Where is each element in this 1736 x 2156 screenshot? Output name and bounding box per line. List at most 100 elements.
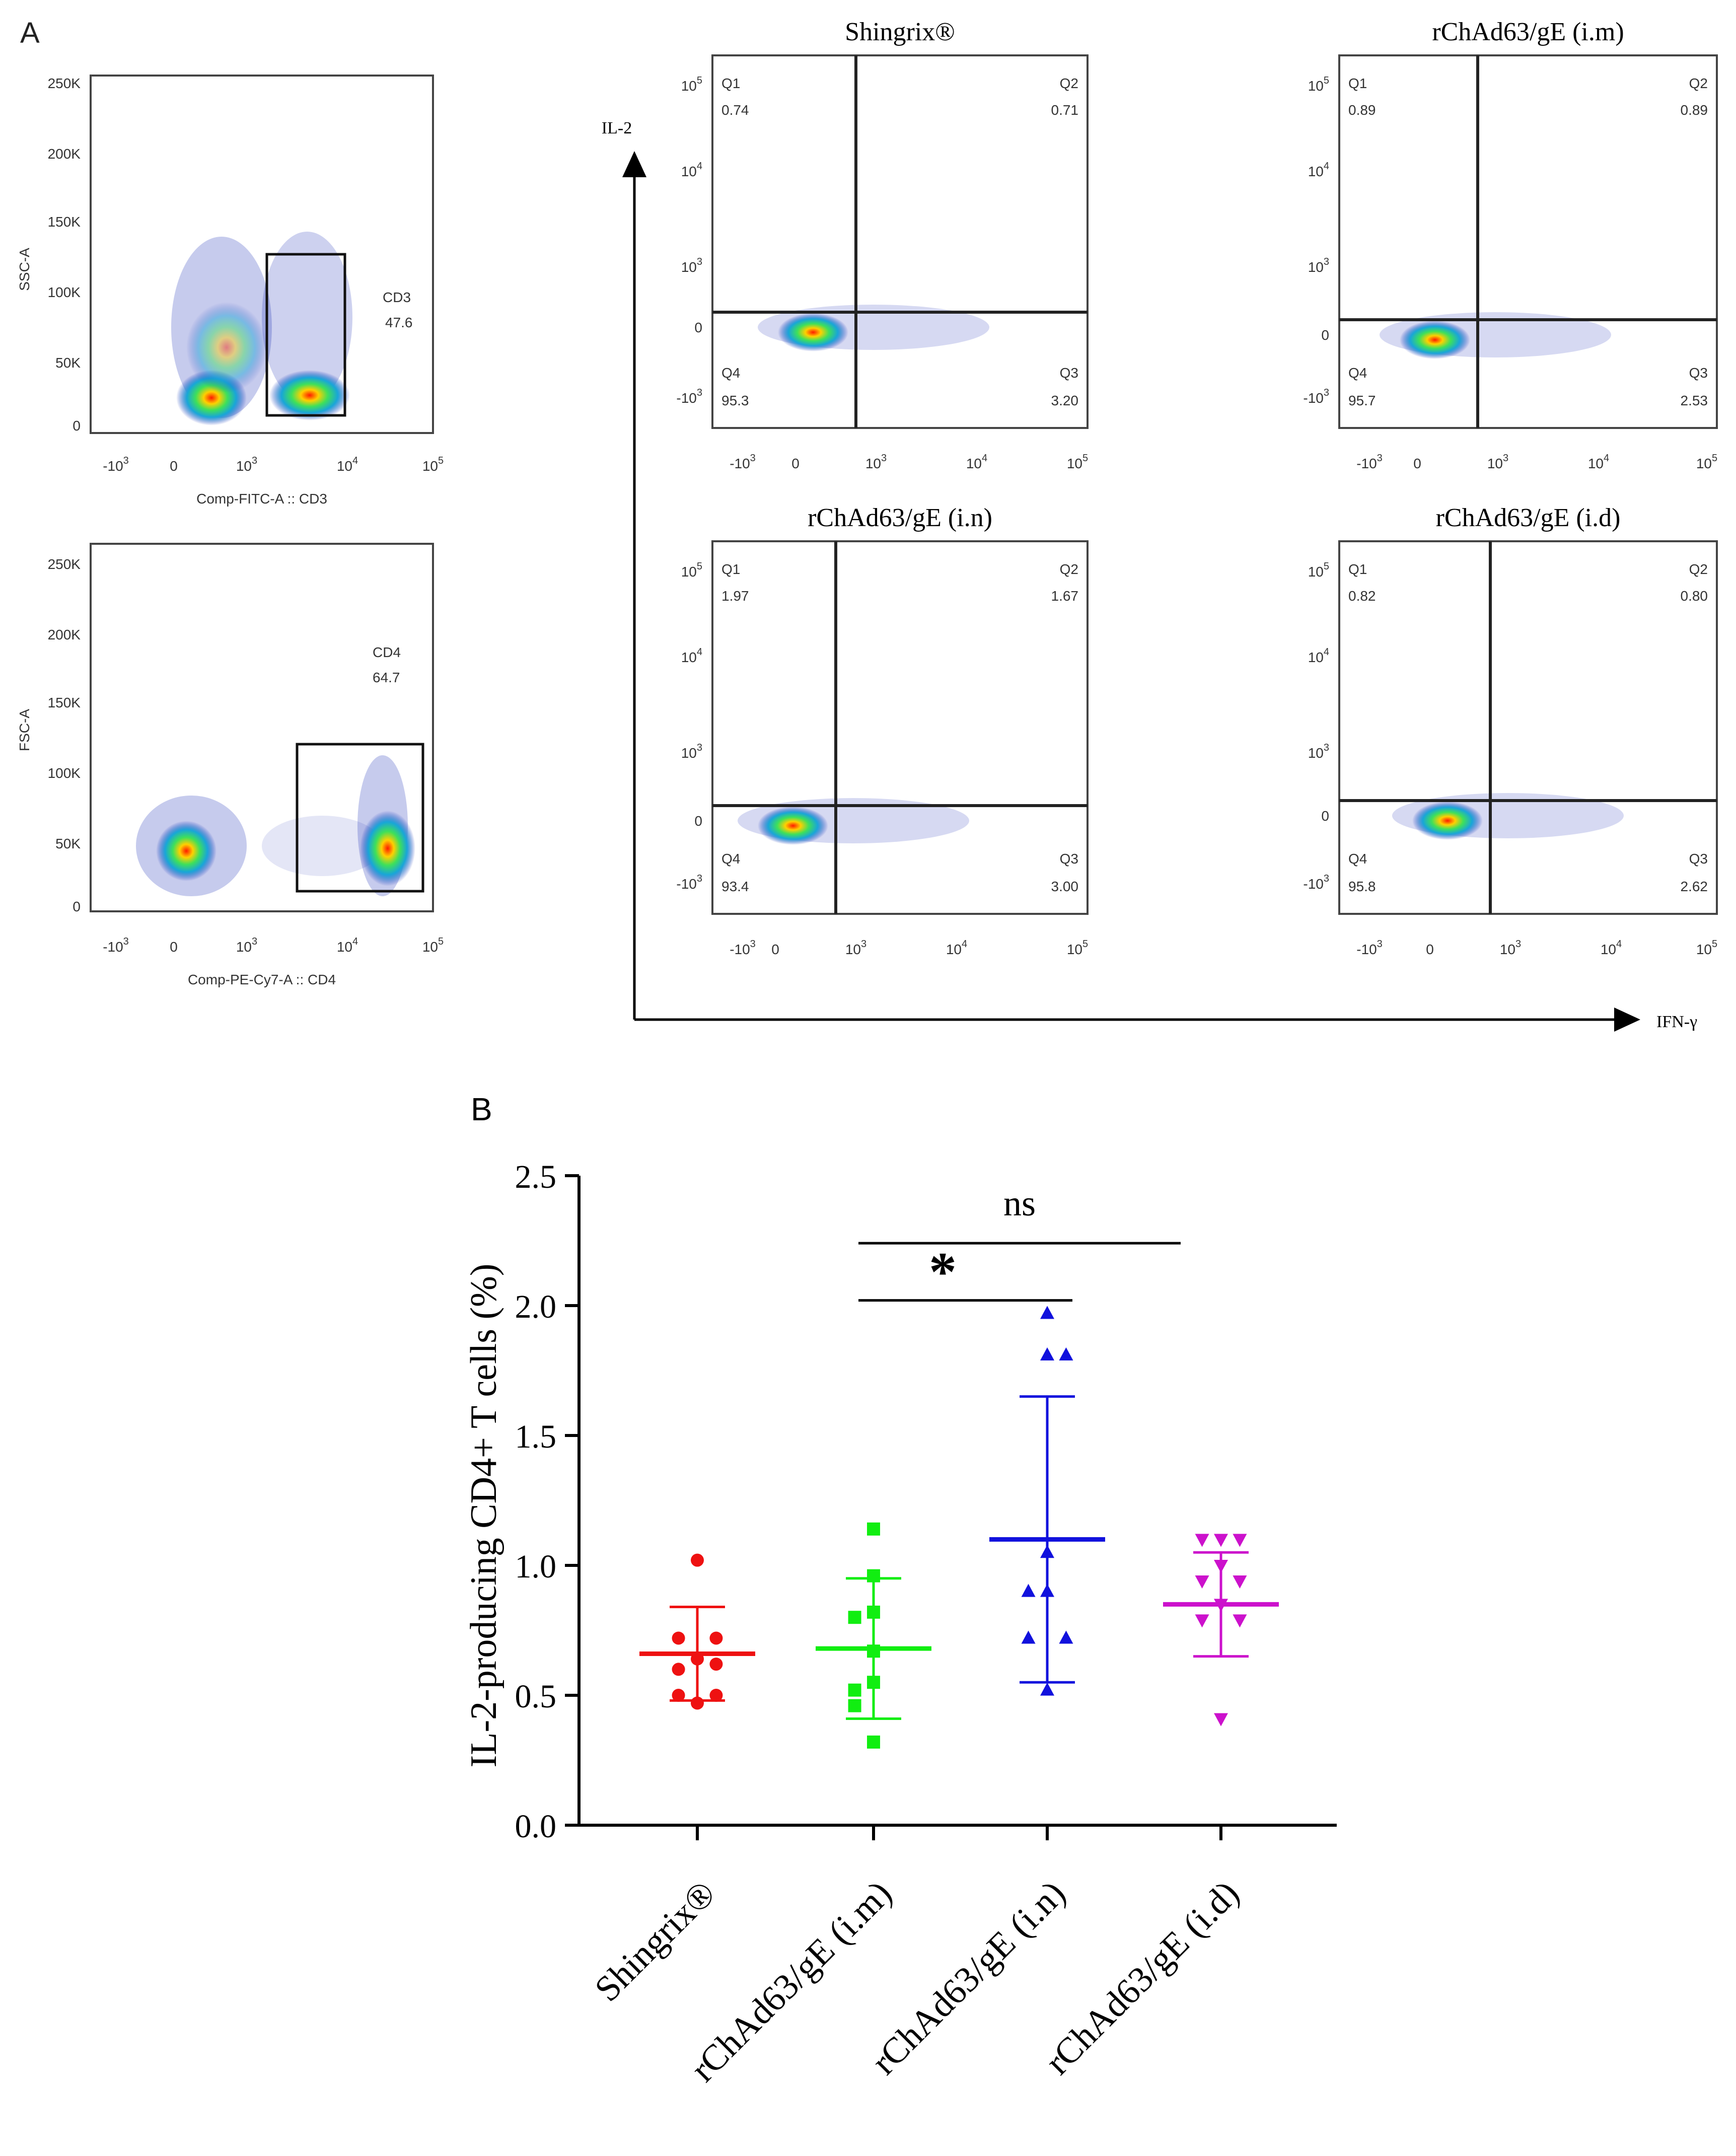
q1-value: 0.89 (1348, 102, 1376, 118)
data-point (848, 1699, 861, 1712)
y-tick-label: 0 (1321, 808, 1329, 824)
data-point (1233, 1614, 1247, 1628)
x-tick-label: 104 (966, 453, 987, 471)
y-tick-label: 0 (1321, 327, 1329, 343)
y-tick-label: 104 (1308, 646, 1329, 665)
q2-value: 0.89 (1681, 102, 1708, 118)
data-point (1059, 1347, 1073, 1361)
data-point (848, 1683, 861, 1697)
data-point (1040, 1347, 1054, 1361)
x-tick-label: 0 (791, 456, 800, 471)
x-tick-label: 105 (422, 455, 444, 474)
density-core (1412, 802, 1483, 840)
panel-b-label: B (471, 1091, 492, 1127)
q1-label: Q1 (721, 76, 740, 91)
q3-label: Q3 (1689, 365, 1708, 381)
y-tick-label: 0 (73, 418, 81, 434)
gate-value: 47.6 (385, 315, 413, 330)
q2-label: Q2 (1060, 76, 1078, 91)
series-group (639, 1553, 755, 1710)
data-point (867, 1735, 880, 1749)
y-tick-label: 0 (694, 320, 702, 335)
data-point (1214, 1599, 1228, 1612)
y-tick-label: 105 (681, 561, 702, 580)
il2-ifng-axes: IL-2 IFN-γ (602, 119, 1697, 1032)
y-tick-label: 0.5 (515, 1678, 557, 1715)
data-point (691, 1696, 704, 1710)
x-tick-label: 105 (1696, 939, 1717, 957)
il2-axis-label: IL-2 (602, 119, 632, 137)
gate-name: CD3 (383, 290, 411, 305)
y-tick-label: 150K (48, 214, 81, 230)
il2-arrowhead (622, 151, 646, 177)
data-point (1233, 1534, 1247, 1547)
data-point (867, 1522, 880, 1536)
ifng-axis-label: IFN-γ (1656, 1013, 1697, 1031)
q3-label: Q3 (1060, 851, 1078, 867)
q2-label: Q2 (1060, 561, 1078, 577)
y-tick-label: 1.5 (515, 1418, 557, 1455)
q4-label: Q4 (1348, 851, 1367, 867)
y-tick-label: 2.0 (515, 1288, 557, 1325)
x-tick-label: -103 (730, 453, 756, 471)
data-point (1040, 1545, 1054, 1558)
series-group (816, 1522, 931, 1749)
data-point (1214, 1560, 1228, 1573)
quadrant-plot-title: rChAd63/gE (i.n) (808, 504, 992, 532)
x-tick-label: -103 (730, 939, 756, 957)
data-point (672, 1663, 685, 1676)
q4-value: 95.7 (1348, 393, 1376, 408)
q2-value: 0.71 (1051, 102, 1079, 118)
x-tick-label: 0 (771, 942, 779, 957)
gating-y-label: SSC-A (17, 248, 32, 291)
y-tick-label: 105 (1308, 561, 1329, 580)
data-point (1233, 1575, 1247, 1589)
q1-label: Q1 (721, 561, 740, 577)
gating-x-ticks: -103 0 103 104 105 (103, 936, 444, 955)
y-tick-label: -103 (1303, 873, 1329, 892)
x-tick-label: 105 (1696, 453, 1717, 471)
data-point (867, 1644, 880, 1658)
significance-label: * (929, 1241, 957, 1303)
gating-x-ticks: -103 0 103 104 105 (103, 455, 444, 474)
quadrant-plot-title: rChAd63/gE (i.d) (1436, 504, 1621, 532)
x-tick-label: 103 (1487, 453, 1508, 471)
q1-value: 1.97 (721, 588, 749, 604)
quadrant-plot-title: rChAd63/gE (i.m) (1432, 18, 1624, 46)
data-point (1021, 1630, 1036, 1644)
q3-value: 3.00 (1051, 879, 1079, 894)
significance-label: ns (1003, 1183, 1036, 1224)
gating-y-ticks: 250K 200K 150K 100K 50K 0 (48, 556, 81, 914)
quadrant-plot: rChAd63/gE (i.d) Q1 0.82 Q2 0.80 Q4 95.8 Q3 2.62… (1303, 504, 1718, 957)
data-point (709, 1658, 723, 1671)
quadrant-plots: Shingrix® Q1 0.74 Q2 0.71 Q4 95.3 Q3 3.20 105 104 1… (676, 18, 1718, 957)
q4-label: Q4 (1348, 365, 1367, 381)
q2-label: Q2 (1689, 76, 1708, 91)
x-tick-label: 104 (337, 936, 358, 955)
data-point (867, 1605, 880, 1619)
series-group (1163, 1534, 1279, 1727)
q1-label: Q1 (1348, 76, 1367, 91)
x-tick-label: 103 (236, 936, 257, 955)
y-tick-label: 104 (681, 161, 702, 179)
q2-value: 1.67 (1051, 588, 1079, 604)
q3-label: Q3 (1689, 851, 1708, 867)
data-point (1059, 1630, 1073, 1644)
x-tick-label: 105 (1067, 453, 1088, 471)
data-point (848, 1611, 861, 1624)
y-tick-label: 200K (48, 627, 81, 642)
cd3-gate (265, 253, 346, 417)
y-tick-label: 104 (1308, 161, 1329, 179)
q1-value: 0.82 (1348, 588, 1376, 604)
q2-label: Q2 (1689, 561, 1708, 577)
gate-name: CD4 (373, 644, 401, 660)
x-tick-label: 104 (1601, 939, 1622, 957)
y-tick-label: 0.0 (515, 1808, 557, 1845)
ifng-arrowhead (1614, 1008, 1640, 1032)
x-tick-label: 103 (865, 453, 887, 471)
data-point (1040, 1682, 1054, 1696)
x-tick-label: Shingrix® (587, 1873, 724, 2009)
data-point (1214, 1713, 1228, 1727)
y-tick-label: 50K (55, 355, 81, 371)
